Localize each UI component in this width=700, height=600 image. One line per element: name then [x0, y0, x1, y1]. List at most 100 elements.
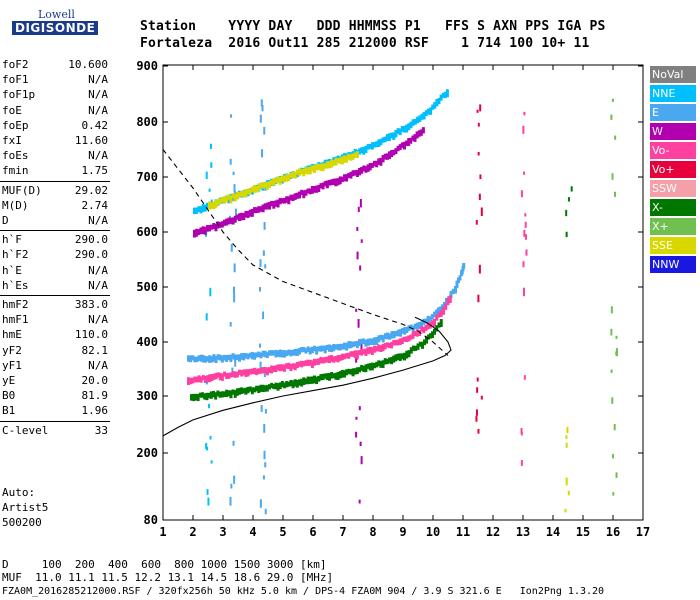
trace-dot: [280, 175, 284, 182]
trace-dot: [353, 350, 357, 359]
trace-dot: [265, 367, 269, 376]
trace-dot: [364, 165, 368, 173]
echo-dot: [525, 249, 528, 256]
param-row: foF2 10.600: [2, 58, 108, 73]
trace-dot: [295, 348, 299, 357]
param-value: N/A: [88, 88, 108, 102]
trace-dot: [315, 185, 319, 193]
param-name: B0: [2, 389, 16, 403]
trace-dot: [362, 146, 366, 155]
trace-dot: [306, 359, 310, 366]
trace-dot: [308, 347, 312, 355]
trace-dot: [280, 198, 284, 204]
trace-dot: [285, 350, 289, 357]
trace-dot: [433, 318, 436, 327]
trace-dot: [295, 169, 299, 175]
trace-dot: [218, 372, 222, 381]
digisonde-logo: Lowell DIGISONDE: [8, 8, 99, 38]
trace-dot: [191, 377, 195, 384]
echo-dot: [476, 109, 479, 113]
trace-dot: [396, 145, 400, 152]
trace-dot: [390, 357, 394, 365]
trace-dot: [437, 322, 441, 328]
trace-dot: [223, 196, 226, 204]
trace-dot: [401, 327, 405, 334]
echo-dot: [614, 135, 617, 140]
trace-dot: [439, 94, 443, 101]
trace-dot: [270, 179, 274, 186]
trace-dot: [411, 135, 415, 141]
trace-dot: [421, 341, 424, 349]
echo-dot: [206, 489, 209, 495]
x-tick-label: 12: [486, 525, 500, 539]
trace-dot: [444, 303, 448, 310]
trace-dot: [370, 338, 374, 346]
trace-dot: [199, 376, 203, 383]
trace-dot: [285, 196, 289, 203]
trace-dot: [259, 352, 263, 359]
trace-dot: [355, 367, 359, 375]
profile-curve-solid: [162, 316, 452, 437]
trace-dot: [220, 355, 224, 363]
param-separator: [0, 230, 110, 232]
y-tick-label: 700: [136, 170, 158, 184]
param-value: 29.02: [74, 183, 108, 197]
trace-dot: [289, 379, 293, 387]
trace-dot: [235, 388, 239, 396]
trace-dot: [304, 167, 308, 174]
trace-dot: [437, 307, 440, 314]
trace-dot: [265, 202, 269, 210]
trace-dot: [274, 382, 278, 390]
trace-dot: [272, 200, 276, 209]
trace-dot: [424, 110, 428, 116]
echo-dot: [611, 98, 614, 102]
trace-dot: [375, 361, 379, 368]
x-tick-label: 15: [576, 525, 590, 539]
legend-item: NNW: [650, 256, 696, 273]
trace-dot: [283, 197, 286, 204]
trace-dot: [446, 297, 450, 306]
trace-dot: [253, 387, 256, 393]
trace-dot: [220, 221, 224, 228]
trace-dot: [394, 129, 398, 138]
echo-dot: [210, 162, 213, 168]
param-value: 2.74: [81, 198, 109, 212]
trace-dot: [313, 186, 316, 193]
trace-dot: [385, 134, 389, 141]
trace-dot: [418, 321, 421, 329]
auto-label: Auto:: [2, 486, 36, 499]
trace-dot: [276, 350, 280, 357]
trace-dot: [287, 173, 291, 182]
trace-dot: [295, 380, 299, 388]
trace-dot: [403, 327, 407, 335]
trace-dot: [347, 172, 351, 179]
trace-dot: [437, 312, 441, 318]
trace-dot: [276, 383, 280, 391]
echo-dot: [210, 460, 213, 464]
trace-dot: [270, 350, 274, 356]
echo-dot: [612, 453, 615, 459]
echo-dot: [520, 431, 523, 436]
trace-dot: [212, 373, 216, 380]
trace-dot: [306, 167, 310, 175]
param-value: 110.0: [74, 328, 108, 342]
trace-dot: [366, 164, 370, 172]
trace-dot: [300, 378, 304, 387]
echo-dot: [357, 206, 360, 212]
echo-dot: [259, 361, 262, 370]
trace-dot: [192, 393, 196, 402]
trace-dot: [223, 354, 226, 361]
trace-dot: [231, 371, 235, 378]
trace-dot: [210, 224, 214, 230]
trace-dot: [414, 345, 418, 351]
trace-dot: [289, 194, 293, 201]
echo-dot: [229, 158, 232, 165]
trace-dot: [364, 348, 368, 356]
trace-dot: [308, 359, 312, 366]
trace-dot: [351, 368, 355, 377]
trace-dot: [238, 387, 241, 395]
trace-dot: [193, 356, 197, 363]
echo-dot: [233, 184, 236, 193]
echo-dot: [260, 404, 263, 412]
trace-dot: [302, 360, 306, 367]
